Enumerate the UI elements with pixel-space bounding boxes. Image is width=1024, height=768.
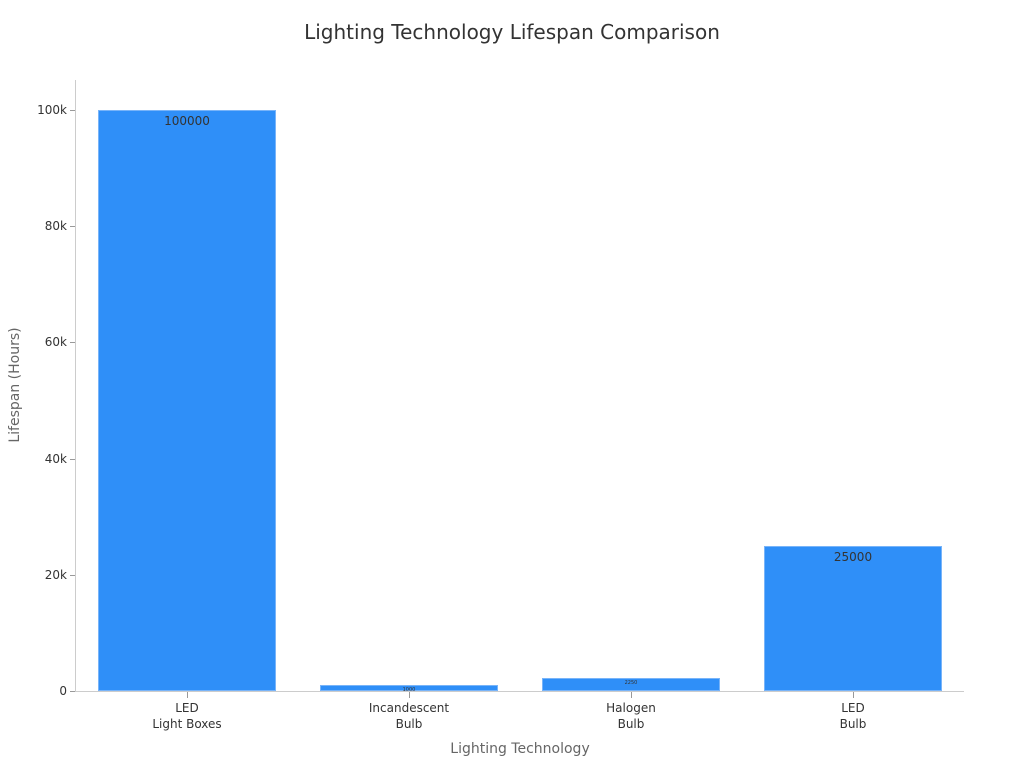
y-tick: 100k [0,103,75,117]
y-axis-line [75,80,76,692]
x-tick-mark [187,692,188,698]
y-tick: 80k [0,219,75,233]
bar: 25000 [764,545,942,691]
bar: 100000 [98,110,276,691]
bar: 1000 [320,685,498,694]
x-tick-mark [631,692,632,698]
x-axis-line [75,691,964,692]
y-tick-mark [70,691,75,692]
chart-title: Lighting Technology Lifespan Comparison [304,20,720,44]
y-tick-label: 40k [44,451,67,466]
x-axis-label: Lighting Technology [450,741,590,757]
y-tick-label: 80k [44,219,67,234]
y-tick-mark [70,574,75,576]
x-tick-label: LED Light Boxes [152,701,222,731]
y-tick-label: 20k [44,567,67,582]
y-tick-label: 60k [44,335,67,350]
y-tick-label: 0 [59,684,67,698]
y-tick: 20k [0,568,75,582]
y-tick-mark [70,110,75,111]
bar-value-label: 2250 [624,679,638,686]
y-tick: 40k [0,452,75,466]
bar-value-label: 25000 [833,549,873,564]
y-tick-label: 100k [37,103,67,117]
y-tick-mark [70,342,75,344]
y-tick-mark [70,226,75,228]
x-tick-label: Halogen Bulb [606,701,656,731]
y-axis-label: Lifespan (Hours) [7,327,23,443]
bar-value-label: 1000 [402,687,416,694]
x-tick-mark [853,692,854,698]
bar: 2250 [542,677,720,691]
bar-value-label: 100000 [164,114,210,128]
x-tick-label: LED Bulb [839,701,867,731]
y-tick-mark [70,458,75,460]
x-tick-label: Incandescent Bulb [368,701,450,731]
y-tick: 60k [0,335,75,349]
x-tick-mark [409,692,410,698]
y-tick: 0 [0,684,75,698]
